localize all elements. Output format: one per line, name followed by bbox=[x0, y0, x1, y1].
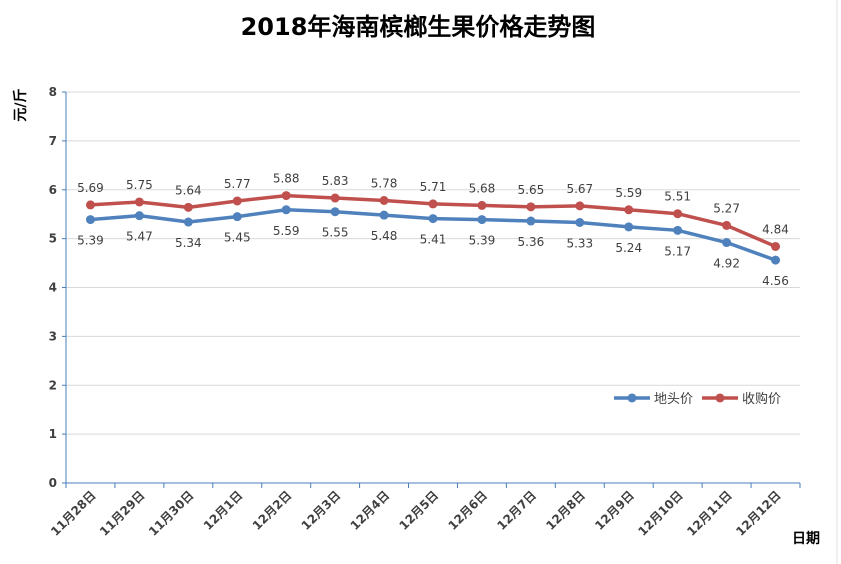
data-point bbox=[722, 238, 732, 248]
data-label: 5.88 bbox=[273, 172, 300, 186]
x-tick-label: 12月9日 bbox=[592, 488, 637, 533]
data-label: 5.71 bbox=[420, 180, 447, 194]
data-point bbox=[85, 200, 95, 210]
data-label: 5.51 bbox=[664, 190, 691, 204]
chart-title: 2018年海南槟榔生果价格走势图 bbox=[241, 13, 596, 41]
y-tick-label: 1 bbox=[49, 427, 57, 441]
data-label: 5.59 bbox=[615, 186, 642, 200]
data-point bbox=[281, 191, 291, 201]
y-tick-label: 0 bbox=[49, 476, 57, 490]
y-tick-label: 4 bbox=[49, 281, 57, 295]
y-tick-label: 6 bbox=[49, 183, 57, 197]
grid-lines bbox=[66, 91, 800, 435]
x-tick-label: 12月6日 bbox=[445, 488, 490, 533]
data-label: 5.45 bbox=[224, 231, 251, 245]
data-label: 4.84 bbox=[762, 222, 789, 236]
data-label: 5.27 bbox=[713, 201, 740, 215]
x-tick-label: 11月30日 bbox=[146, 488, 196, 538]
data-label: 5.75 bbox=[126, 178, 153, 192]
legend-swatch-marker bbox=[715, 393, 725, 403]
x-tick-label: 11月28日 bbox=[48, 488, 98, 538]
x-tick-label: 12月8日 bbox=[543, 488, 588, 533]
data-label: 5.24 bbox=[615, 241, 642, 255]
y-tick-label: 8 bbox=[49, 85, 57, 99]
data-label: 5.48 bbox=[371, 229, 398, 243]
data-point bbox=[183, 217, 193, 227]
data-point bbox=[134, 211, 144, 221]
x-tick-label: 12月10日 bbox=[635, 488, 685, 538]
x-tick-label: 12月5日 bbox=[397, 488, 442, 533]
legend: 地头价 收购价 bbox=[614, 391, 781, 407]
data-point bbox=[575, 201, 585, 211]
x-tick-label: 11月29日 bbox=[97, 488, 147, 538]
data-label: 4.92 bbox=[713, 257, 740, 271]
legend-label: 收购价 bbox=[742, 391, 781, 407]
data-point bbox=[85, 215, 95, 225]
data-point bbox=[281, 205, 291, 215]
x-tick-label: 12月1日 bbox=[201, 488, 246, 533]
data-point bbox=[673, 209, 683, 219]
data-label: 5.33 bbox=[566, 236, 593, 250]
x-tick-label: 12月7日 bbox=[494, 488, 539, 533]
data-label: 5.39 bbox=[77, 234, 104, 248]
data-label: 5.83 bbox=[322, 174, 349, 188]
y-tick-label: 7 bbox=[49, 134, 57, 148]
data-label: 5.41 bbox=[420, 233, 447, 247]
data-point bbox=[330, 193, 340, 203]
y-tick-label: 2 bbox=[49, 378, 57, 392]
data-label: 5.34 bbox=[175, 236, 202, 250]
data-point bbox=[477, 200, 487, 210]
data-point bbox=[575, 217, 585, 227]
data-point bbox=[183, 202, 193, 212]
data-labels: 5.39 5.47 5.34 5.45 5.59 5.55 5.48 5.41 5.39 5.36… bbox=[77, 172, 789, 289]
y-axis-title: 元/斤 bbox=[12, 88, 29, 121]
data-point bbox=[526, 202, 536, 212]
data-point bbox=[624, 205, 634, 215]
data-label: 5.64 bbox=[175, 183, 202, 197]
data-label: 5.39 bbox=[469, 234, 496, 248]
data-point bbox=[379, 210, 389, 220]
x-tick-label: 12月11日 bbox=[684, 488, 734, 538]
data-point bbox=[232, 212, 242, 222]
data-point bbox=[722, 220, 732, 230]
data-point bbox=[379, 196, 389, 206]
data-label: 4.56 bbox=[762, 274, 789, 288]
data-point bbox=[232, 196, 242, 206]
x-axis-title: 日期 bbox=[792, 531, 820, 547]
data-point bbox=[330, 207, 340, 217]
y-tick-label: 5 bbox=[49, 232, 57, 246]
x-tick-label: 12月4日 bbox=[348, 488, 393, 533]
data-point bbox=[428, 199, 438, 209]
data-point bbox=[428, 214, 438, 224]
x-tick-label: 12月2日 bbox=[250, 488, 295, 533]
data-label: 5.36 bbox=[518, 235, 545, 249]
data-label: 5.69 bbox=[77, 181, 104, 195]
data-label: 5.55 bbox=[322, 226, 349, 240]
data-label: 5.17 bbox=[664, 244, 691, 258]
data-point bbox=[526, 216, 536, 226]
data-point bbox=[477, 215, 487, 225]
data-point bbox=[771, 255, 781, 265]
data-label: 5.47 bbox=[126, 230, 153, 244]
data-label: 5.59 bbox=[273, 224, 300, 238]
x-tick-label: 12月3日 bbox=[299, 488, 344, 533]
x-tick-label: 12月12日 bbox=[733, 488, 783, 538]
data-point bbox=[673, 225, 683, 235]
y-tick-label: 3 bbox=[49, 329, 57, 343]
series-lines bbox=[85, 191, 781, 265]
legend-swatch-marker bbox=[627, 393, 637, 403]
data-label: 5.67 bbox=[566, 182, 593, 196]
data-label: 5.65 bbox=[518, 183, 545, 197]
data-point bbox=[134, 197, 144, 207]
data-point bbox=[771, 241, 781, 251]
data-point bbox=[624, 222, 634, 232]
data-label: 5.78 bbox=[371, 177, 398, 191]
data-label: 5.77 bbox=[224, 177, 251, 191]
legend-label: 地头价 bbox=[654, 392, 693, 407]
data-label: 5.68 bbox=[469, 181, 496, 195]
